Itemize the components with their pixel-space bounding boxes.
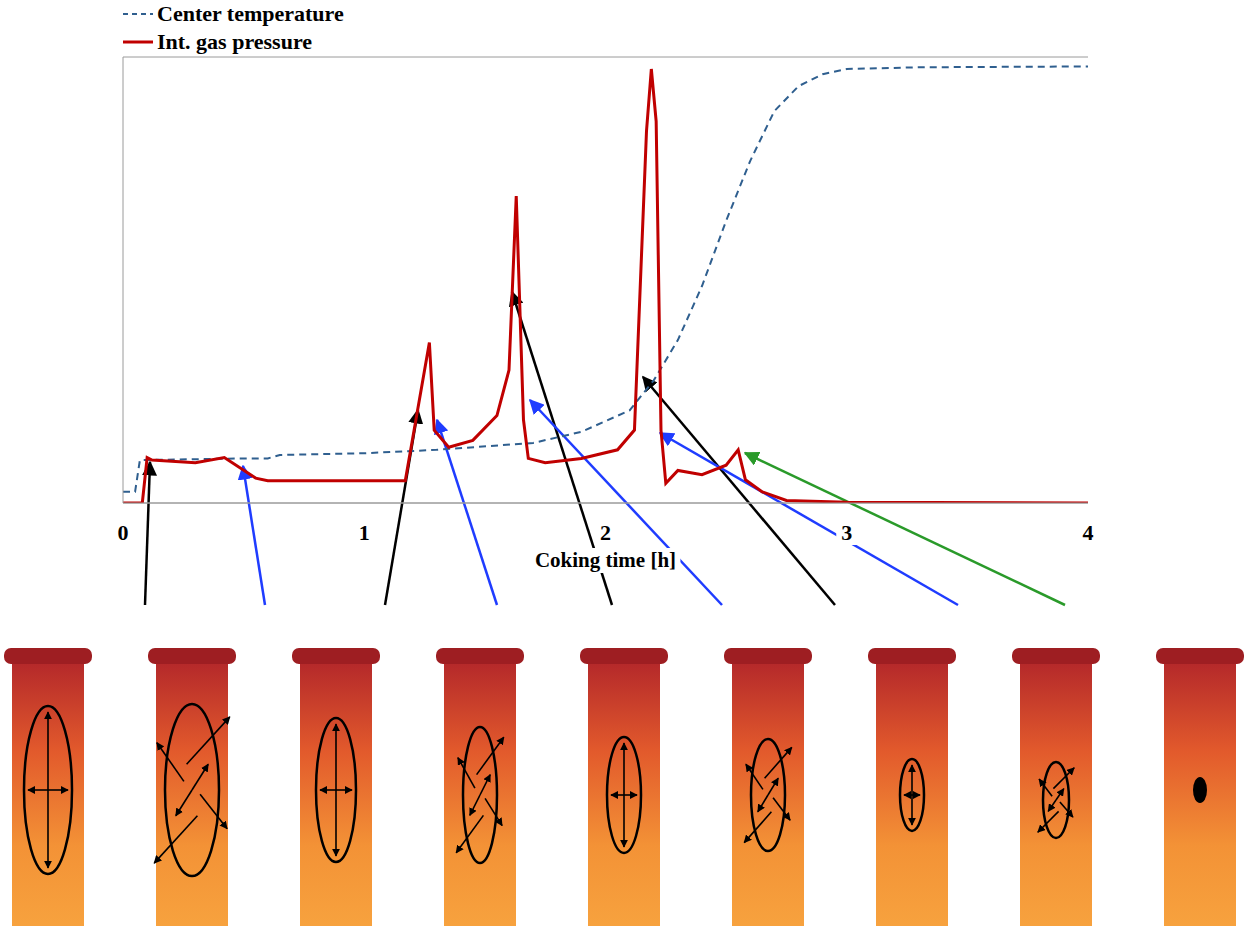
svg-text:0: 0 bbox=[118, 520, 129, 545]
svg-text:4: 4 bbox=[1083, 520, 1094, 545]
html-text:Coking time [h]: Coking time [h] bbox=[534, 548, 677, 572]
html-text:Int. gas pressure: Int. gas pressure bbox=[157, 29, 312, 54]
html-text:Center temperature: Center temperature bbox=[157, 1, 344, 26]
svg-text:3: 3 bbox=[841, 520, 852, 545]
svg-text:1: 1 bbox=[359, 520, 370, 545]
svg-text:2: 2 bbox=[600, 520, 611, 545]
